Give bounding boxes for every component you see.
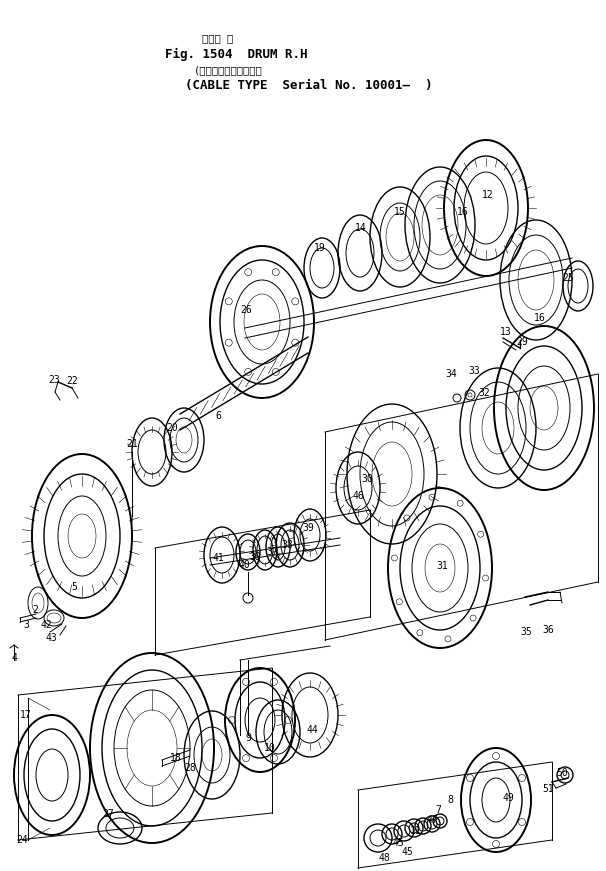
Text: 31: 31 <box>436 561 448 571</box>
Text: 35: 35 <box>520 627 532 637</box>
Text: 40: 40 <box>238 560 250 570</box>
Text: 41: 41 <box>212 553 224 563</box>
Text: 50: 50 <box>556 768 568 778</box>
Text: 22: 22 <box>66 376 78 386</box>
Text: 16: 16 <box>534 313 546 323</box>
Text: 10: 10 <box>264 743 276 753</box>
Text: 16: 16 <box>457 207 469 217</box>
Text: 42: 42 <box>40 620 52 630</box>
Text: 45: 45 <box>392 838 404 848</box>
Text: 46: 46 <box>352 491 364 501</box>
Text: 23: 23 <box>48 375 60 385</box>
Text: 36: 36 <box>542 625 554 635</box>
Text: 34: 34 <box>445 369 457 379</box>
Text: 20: 20 <box>166 423 178 433</box>
Text: 27: 27 <box>102 809 114 819</box>
Text: 7: 7 <box>435 805 441 815</box>
Text: 32: 32 <box>478 388 490 398</box>
Text: 28: 28 <box>184 763 196 773</box>
Text: 39: 39 <box>302 523 314 533</box>
Text: 12: 12 <box>482 190 494 200</box>
Text: 6: 6 <box>215 411 221 421</box>
Text: 38: 38 <box>281 540 293 550</box>
Text: 26: 26 <box>240 305 252 315</box>
Text: Fig. 1504  DRUM R.H: Fig. 1504 DRUM R.H <box>165 47 307 61</box>
Text: 14: 14 <box>355 223 367 233</box>
Text: 48: 48 <box>378 853 390 863</box>
Text: 9: 9 <box>245 733 251 743</box>
Text: 24: 24 <box>16 835 28 845</box>
Text: 5: 5 <box>71 582 77 592</box>
Text: 13: 13 <box>500 327 512 337</box>
Text: 4: 4 <box>11 653 17 663</box>
Text: 19: 19 <box>314 243 326 253</box>
Text: 21: 21 <box>126 439 138 449</box>
Text: 18: 18 <box>170 753 182 763</box>
Text: 49: 49 <box>502 793 514 803</box>
Text: ドラム 右: ドラム 右 <box>202 33 234 43</box>
Text: (CABLE TYPE  Serial No. 10001–  ): (CABLE TYPE Serial No. 10001– ) <box>185 79 433 92</box>
Text: 44: 44 <box>306 725 318 735</box>
Text: 33: 33 <box>468 366 480 376</box>
Text: 11: 11 <box>410 826 422 836</box>
Text: 39: 39 <box>249 552 261 562</box>
Text: 17: 17 <box>20 710 32 720</box>
Text: 43: 43 <box>45 633 57 643</box>
Text: 25: 25 <box>562 273 574 283</box>
Text: 15: 15 <box>394 207 406 217</box>
Text: 3: 3 <box>23 620 29 630</box>
Text: 29: 29 <box>516 337 528 347</box>
Text: 47: 47 <box>426 815 438 825</box>
Text: 45: 45 <box>401 847 413 857</box>
Text: (ケーブル式、適用号等: (ケーブル式、適用号等 <box>194 65 262 75</box>
Text: 51: 51 <box>542 784 554 794</box>
Text: 2: 2 <box>32 605 38 615</box>
Text: 8: 8 <box>447 795 453 805</box>
Text: 37: 37 <box>266 547 278 557</box>
Text: 30: 30 <box>361 474 373 484</box>
